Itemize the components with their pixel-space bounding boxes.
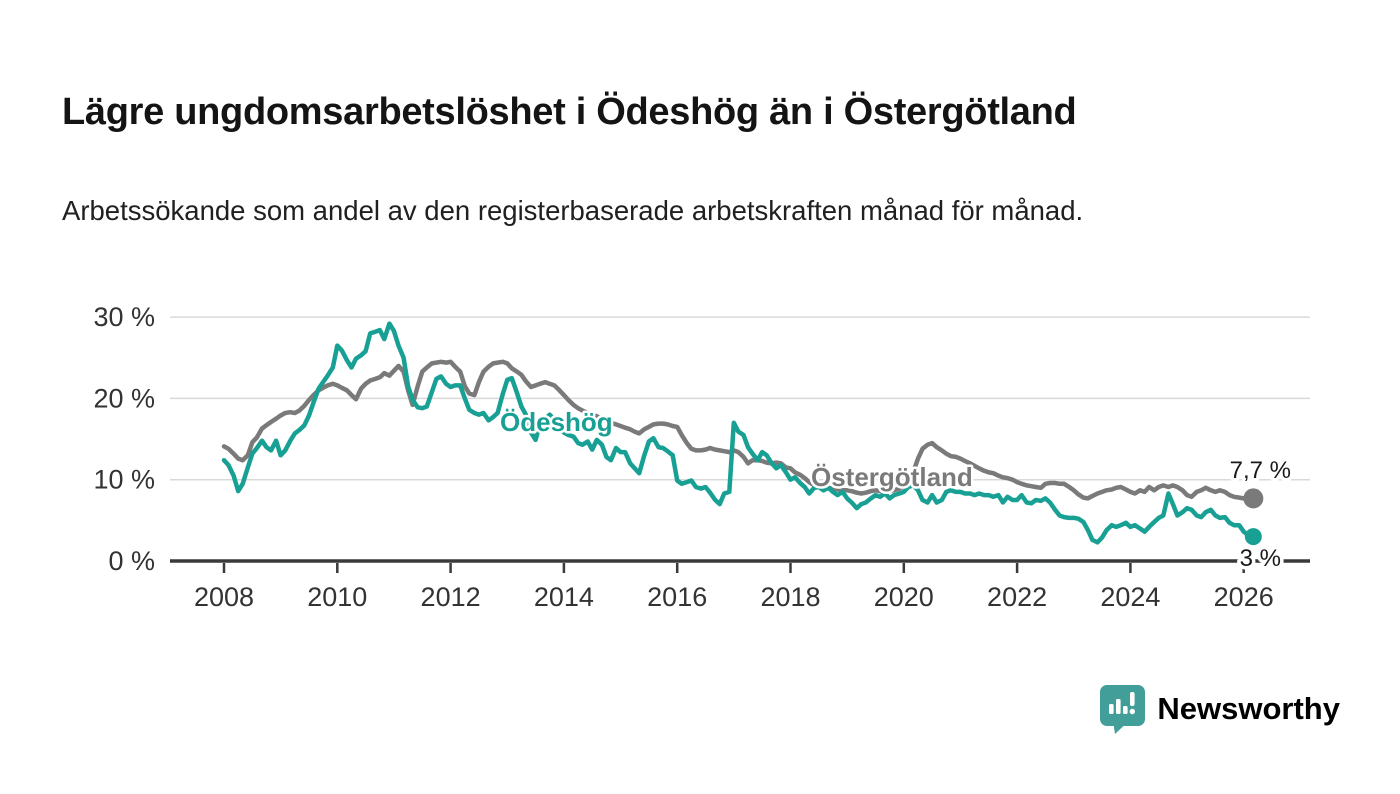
end-dot-östergötland xyxy=(1243,488,1264,509)
speech-bubble-shape xyxy=(1100,685,1146,734)
x-axis-tick-label: 2018 xyxy=(760,582,820,612)
x-axis-tick-label: 2026 xyxy=(1214,582,1274,612)
plot-area: 0 % 10 % 20 % 30 % 2008 2010 2012 2014 2016 2018 2… xyxy=(93,302,1310,612)
x-axis-tick-label: 2020 xyxy=(874,582,934,612)
exclamation-bar xyxy=(1130,692,1135,706)
x-axis-tick-label: 2024 xyxy=(1100,582,1160,612)
x-axis-tick-label: 2022 xyxy=(987,582,1047,612)
y-axis-tick-label: 10 % xyxy=(93,465,155,495)
end-value-label-ostergotland: 7,7 % xyxy=(1230,457,1291,484)
end-value-label-odeshog: 3 % xyxy=(1240,545,1281,572)
page-title: Lägre ungdomsarbetslöshet i Ödeshög än i… xyxy=(62,91,1077,134)
page-subtitle: Arbetssökande som andel av den registerb… xyxy=(62,194,1084,226)
bar-3 xyxy=(1123,706,1128,714)
brand-name: Newsworthy xyxy=(1157,691,1340,726)
y-axis-tick-label: 0 % xyxy=(108,546,155,576)
newsworthy-logo: Newsworthy xyxy=(1099,684,1340,734)
series-line-ödeshög xyxy=(221,321,1256,545)
bar-1 xyxy=(1109,704,1114,714)
series-line-östergötland xyxy=(221,359,1256,501)
x-axis-tick-label: 2016 xyxy=(647,582,707,612)
y-axis-tick-label: 30 % xyxy=(93,302,155,332)
end-dot-ödeshög xyxy=(1244,528,1262,546)
bar-2 xyxy=(1116,699,1121,714)
x-axis-tick-label: 2014 xyxy=(534,582,594,612)
newsworthy-bubble-icon xyxy=(1100,685,1146,734)
x-axis-tick-label: 2012 xyxy=(421,582,481,612)
x-axis-tick-label: 2008 xyxy=(194,582,254,612)
series-label-ostergotland: Östergötland xyxy=(811,462,973,492)
y-axis-tick-label: 20 % xyxy=(93,383,155,413)
series-label-odeshog: Ödeshög xyxy=(500,407,613,437)
exclamation-dot xyxy=(1129,708,1136,715)
x-axis-tick-label: 2010 xyxy=(307,582,367,612)
